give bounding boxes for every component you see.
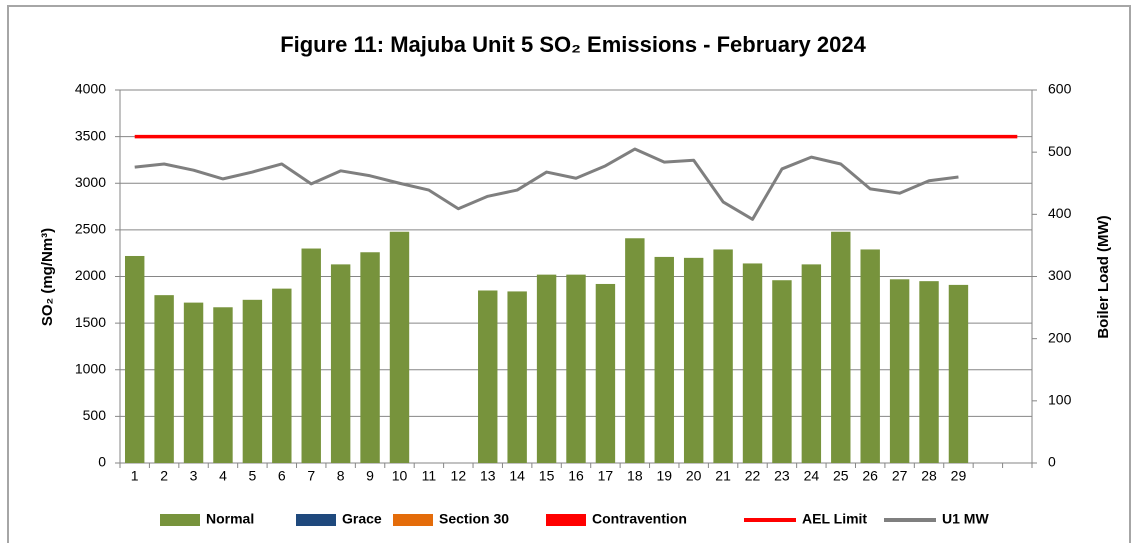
bar <box>330 264 351 463</box>
x-tick-label: 29 <box>951 468 967 484</box>
legend-label: Section 30 <box>439 511 509 527</box>
bar <box>772 280 792 463</box>
bar <box>536 274 557 463</box>
x-tick-label: 18 <box>627 468 643 484</box>
bar <box>125 255 145 463</box>
y2-tick-label: 100 <box>1048 392 1072 408</box>
legend-swatch <box>546 514 586 526</box>
x-tick-label: 2 <box>160 468 168 484</box>
y-tick-label: 1000 <box>75 360 106 376</box>
x-tick-label: 16 <box>568 468 584 484</box>
x-tick-label: 10 <box>392 468 408 484</box>
x-tick-label: 8 <box>337 468 345 484</box>
line <box>134 147 959 221</box>
x-tick-label: 5 <box>248 468 256 484</box>
y-tick-label: 2500 <box>75 221 106 237</box>
legend-swatch <box>393 514 433 526</box>
bar <box>948 284 969 463</box>
y2-tick-label: 200 <box>1048 329 1072 345</box>
bar <box>389 231 410 463</box>
x-tick-label: 22 <box>745 468 761 484</box>
bar <box>625 238 645 463</box>
x-tick-label: 4 <box>219 468 227 484</box>
x-tick-label: 28 <box>921 468 937 484</box>
bar <box>683 257 704 463</box>
bar <box>272 288 292 463</box>
y-tick-label: 2000 <box>75 267 106 283</box>
chart-title: Figure 11: Majuba Unit 5 SO₂ Emissions -… <box>280 32 866 57</box>
legend-label: Normal <box>206 511 254 527</box>
bar <box>654 256 674 463</box>
bar <box>183 302 204 463</box>
legend-label: Contravention <box>592 511 687 527</box>
x-tick-label: 24 <box>804 468 820 484</box>
legend-label: Grace <box>342 511 382 527</box>
x-tick-label: 14 <box>509 468 525 484</box>
bar <box>801 264 822 463</box>
y2-tick-label: 0 <box>1048 454 1056 470</box>
bar <box>242 299 263 463</box>
x-tick-label: 19 <box>656 468 672 484</box>
x-tick-label: 11 <box>422 468 437 484</box>
legend-swatch <box>160 514 200 526</box>
y-tick-label: 1500 <box>75 314 106 330</box>
bar <box>919 281 939 463</box>
x-tick-label: 21 <box>715 468 731 484</box>
bar <box>595 283 616 463</box>
bar <box>713 249 733 463</box>
bar <box>360 252 380 463</box>
legend-label: AEL Limit <box>802 511 867 527</box>
y-tick-label: 0 <box>98 454 106 470</box>
x-tick-label: 3 <box>190 468 198 484</box>
x-tick-label: 27 <box>892 468 908 484</box>
x-tick-label: 12 <box>451 468 467 484</box>
x-tick-label: 17 <box>598 468 614 484</box>
y-tick-label: 4000 <box>75 81 106 97</box>
x-tick-label: 13 <box>480 468 496 484</box>
y2-tick-label: 300 <box>1048 267 1072 283</box>
legend-swatch <box>296 514 336 526</box>
y-axis-label: SO₂ (mg/Nm³) <box>39 228 56 326</box>
y-tick-label: 3500 <box>75 127 106 143</box>
y-tick-label: 3000 <box>75 174 106 190</box>
y2-axis-label: Boiler Load (MW) <box>1095 215 1112 338</box>
bar <box>889 279 910 463</box>
bar <box>154 295 174 463</box>
x-tick-label: 1 <box>131 468 139 484</box>
x-tick-label: 23 <box>774 468 790 484</box>
bar <box>213 307 233 463</box>
legend-label: U1 MW <box>942 511 989 527</box>
bar <box>566 274 586 463</box>
y-tick-label: 500 <box>83 407 107 423</box>
x-tick-label: 25 <box>833 468 849 484</box>
y2-tick-label: 400 <box>1048 205 1072 221</box>
x-tick-label: 20 <box>686 468 702 484</box>
bar <box>742 263 763 463</box>
bar <box>507 291 527 463</box>
bar <box>301 248 321 463</box>
bar <box>478 290 498 463</box>
y2-tick-label: 500 <box>1048 143 1072 159</box>
bar <box>860 249 880 463</box>
x-tick-label: 9 <box>366 468 374 484</box>
x-tick-label: 15 <box>539 468 555 484</box>
x-tick-label: 6 <box>278 468 286 484</box>
x-tick-label: 26 <box>862 468 878 484</box>
x-tick-label: 7 <box>307 468 315 484</box>
bar <box>831 231 851 463</box>
y2-tick-label: 600 <box>1048 81 1072 97</box>
